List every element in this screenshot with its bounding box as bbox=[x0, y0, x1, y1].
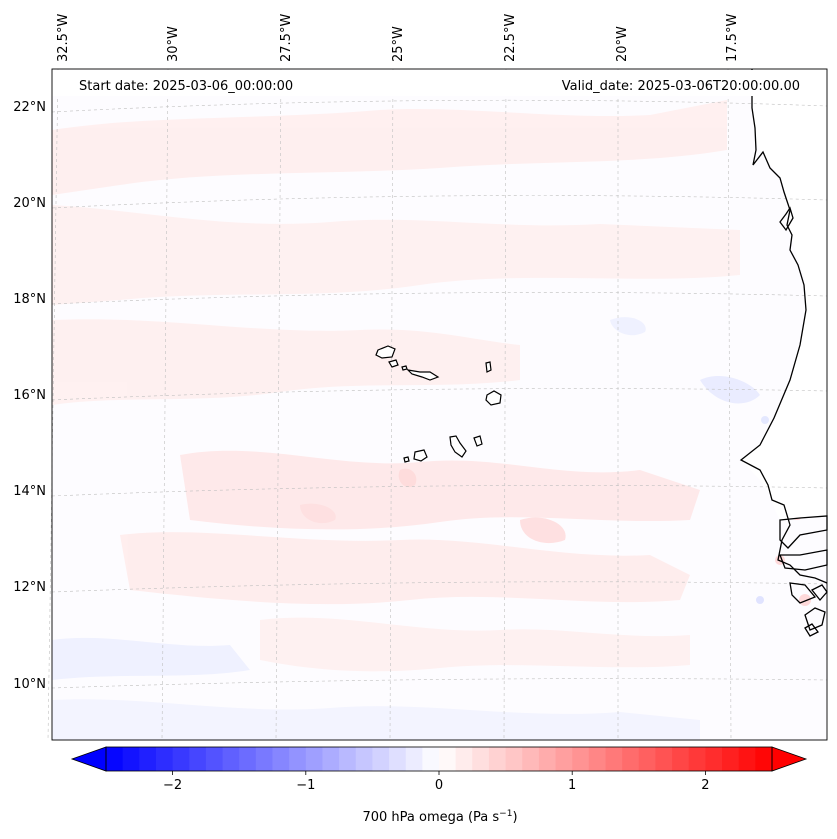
island-santo-antao bbox=[375, 345, 396, 359]
colorbar-cell bbox=[222, 747, 240, 771]
colorbar-cell bbox=[372, 747, 390, 771]
island-sao-nicolau bbox=[406, 369, 440, 381]
colorbar-tick-label: 2 bbox=[701, 778, 709, 793]
colorbar-extend-low bbox=[70, 746, 107, 772]
colorbar-cell bbox=[522, 747, 540, 771]
colorbar-cell bbox=[705, 747, 723, 771]
colorbar-cell bbox=[688, 747, 706, 771]
island-fogo bbox=[413, 449, 428, 462]
colorbar-cell bbox=[588, 747, 607, 771]
colorbar-cell bbox=[422, 747, 440, 771]
lat-label: 16°N bbox=[13, 388, 46, 403]
valid-date: Valid_date: 2025-03-06T20:00:00.00 bbox=[562, 79, 800, 94]
island-sal bbox=[485, 361, 492, 373]
lon-label: 30°W bbox=[166, 26, 181, 62]
gridlines bbox=[47, 68, 828, 741]
colorbar-cell bbox=[322, 747, 340, 771]
colorbar-cell bbox=[722, 747, 740, 771]
colorbar-cell bbox=[255, 747, 274, 771]
lat-label: 10°N bbox=[13, 677, 46, 692]
colorbar-tick-label: −2 bbox=[163, 778, 182, 793]
colorbar-cell bbox=[455, 747, 473, 771]
colorbar-cell bbox=[555, 747, 573, 771]
island-sao-vicente bbox=[388, 359, 399, 368]
lat-label: 20°N bbox=[13, 196, 46, 211]
colorbar-cell bbox=[488, 747, 507, 771]
colorbar-tick-label: −1 bbox=[296, 778, 315, 793]
map-background bbox=[52, 69, 827, 740]
island-santa-luzia bbox=[401, 365, 408, 371]
colorbar-cell bbox=[755, 747, 773, 771]
lat-label: 12°N bbox=[13, 580, 46, 595]
lon-label: 22.5°W bbox=[503, 14, 518, 62]
map-panel: Start date: 2025-03-06_00:00:00 Valid_da… bbox=[47, 68, 828, 741]
colorbar-cell bbox=[622, 747, 640, 771]
lon-label: 32.5°W bbox=[56, 14, 71, 62]
colorbar-cell bbox=[638, 747, 657, 771]
colorbar-tick-label: 0 bbox=[435, 778, 443, 793]
colorbar-cell bbox=[738, 747, 756, 771]
colorbar-cell bbox=[538, 747, 557, 771]
lat-label: 14°N bbox=[13, 484, 46, 499]
colorbar-cell bbox=[205, 747, 224, 771]
colorbar-cell bbox=[339, 747, 357, 771]
colorbar-cell bbox=[155, 747, 174, 771]
colorbar-cell bbox=[305, 747, 324, 771]
omega-field bbox=[52, 100, 815, 740]
header-strip bbox=[52, 70, 827, 96]
colorbar-cell bbox=[106, 747, 124, 771]
colorbar-cell bbox=[605, 747, 623, 771]
colorbar-cell bbox=[139, 747, 157, 771]
start-date: Start date: 2025-03-06_00:00:00 bbox=[79, 79, 293, 94]
lon-label: 17.5°W bbox=[725, 14, 740, 62]
lon-label: 27.5°W bbox=[279, 14, 294, 62]
colorbar-tick-label: 1 bbox=[568, 778, 576, 793]
colorbar-cell bbox=[655, 747, 673, 771]
colorbar-cell bbox=[272, 747, 290, 771]
coastlines bbox=[739, 69, 828, 637]
colorbar-ticks: −2 −1 0 1 2 bbox=[163, 771, 710, 793]
colorbar-cell bbox=[505, 747, 523, 771]
colorbar-cell bbox=[189, 747, 207, 771]
colorbar-cell bbox=[672, 747, 690, 771]
colorbar-cell bbox=[122, 747, 140, 771]
lat-label: 22°N bbox=[13, 100, 46, 115]
lat-label: 18°N bbox=[13, 292, 46, 307]
colorbar-cell bbox=[405, 747, 423, 771]
colorbar-label: 700 hPa omega (Pa s−1) bbox=[362, 809, 517, 825]
colorbar-cell bbox=[472, 747, 490, 771]
africa-coastline bbox=[739, 69, 828, 584]
colorbar: −2 −1 0 1 2 700 hPa omega (Pa s−1) bbox=[70, 746, 808, 825]
lon-label: 20°W bbox=[615, 26, 630, 62]
latitude-labels: 22°N 20°N 18°N 16°N 14°N 12°N 10°N bbox=[13, 100, 46, 692]
colorbar-cell bbox=[355, 747, 373, 771]
island-santiago bbox=[449, 435, 467, 458]
island-maio bbox=[473, 435, 483, 447]
africa-land bbox=[741, 69, 827, 520]
colorbar-cell bbox=[439, 747, 457, 771]
colorbar-cells bbox=[106, 747, 773, 771]
lon-label: 25°W bbox=[391, 26, 406, 62]
map-frame bbox=[51, 68, 828, 741]
island-brava bbox=[403, 456, 410, 463]
colorbar-cell bbox=[239, 747, 257, 771]
colorbar-cell bbox=[289, 747, 307, 771]
island-boa-vista bbox=[485, 390, 502, 406]
colorbar-cell bbox=[389, 747, 407, 771]
colorbar-cell bbox=[172, 747, 190, 771]
colorbar-extend-high bbox=[771, 746, 808, 772]
cape-verde-islands bbox=[375, 345, 502, 463]
colorbar-cell bbox=[572, 747, 590, 771]
longitude-labels: 32.5°W 30°W 27.5°W 25°W 22.5°W 20°W 17.5… bbox=[56, 14, 740, 62]
